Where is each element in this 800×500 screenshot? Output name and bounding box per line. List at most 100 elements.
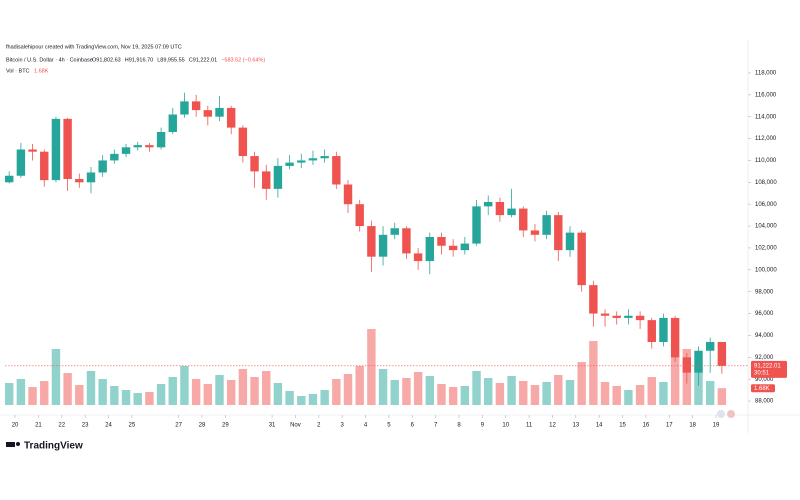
y-tick-label: 88,000 [755,399,774,405]
ohlc-value: −583.52 (−0.64%) [221,57,265,63]
candle-body [110,153,119,161]
countdown: 30:51 [754,370,770,376]
volume-bar [226,380,236,405]
volume-bar [63,373,72,405]
candle-body [413,253,423,262]
candle-body [180,101,189,115]
candle-body [238,127,248,157]
x-tick-label: 27 [175,423,182,429]
volume-value: 1.68K [34,68,49,74]
volume-bar [332,379,341,405]
candle-body [612,315,621,318]
candle-body [226,107,236,128]
volume-bar [110,386,119,405]
volume-bar [203,384,213,405]
volume-bar [448,387,458,405]
candle-body [250,156,259,172]
x-tick-label: 9 [481,423,485,429]
volume-bar [308,394,318,405]
candle-body [378,234,388,257]
volume-bar [600,382,610,405]
candle-body [121,147,131,154]
volume-bar [51,349,61,405]
volume-bar [121,390,131,405]
flag-icon [727,410,735,418]
y-tick-label: 108,000 [755,180,777,186]
y-tick-label: 114,000 [755,114,777,120]
volume-bar [460,386,470,405]
volume-bar [28,387,37,405]
volume-bar [16,379,26,405]
volume-bar [647,377,656,405]
volume-bar [285,391,294,405]
candle-body [635,315,645,321]
x-tick-label: 17 [666,423,673,429]
candle-body [647,320,656,342]
candle-body [203,110,213,117]
candle-body [507,208,516,216]
volume-bar [40,381,49,405]
credit: fhadisalehipour created with TradingView… [6,44,182,50]
volume-bar [670,356,680,405]
candle-body [145,145,154,148]
volume-bar [495,383,505,405]
candle-body [297,160,306,163]
x-tick-label: 18 [689,423,696,429]
candle-body [5,175,14,183]
x-tick-label: 2 [317,423,321,429]
candle-body [367,226,376,257]
candle-body [495,202,505,216]
volume-bar [297,396,306,405]
x-tick-label: 8 [457,423,461,429]
candle-body [86,172,96,183]
volume-bar [659,382,668,405]
volume-bar [180,366,189,405]
volume-bar [215,375,224,405]
volume-bar [133,393,142,405]
volume-bar [273,383,283,405]
candle-body [460,243,470,251]
y-tick-label: 94,000 [755,333,774,339]
candle-body [343,184,353,205]
x-tick-label: 28 [199,423,206,429]
candle-body [437,237,446,246]
volume-bar [191,379,201,405]
volume-bar [577,362,586,405]
candle-body [600,313,610,316]
y-tick-label: 106,000 [755,202,777,208]
volume-bar [343,374,353,405]
x-tick-label: 24 [105,423,112,429]
x-tick-label: 5 [387,423,391,429]
ohlc-value: H91,916.70 [125,57,153,63]
candle-body [705,342,715,351]
volume-bar [612,386,621,405]
volume-bar [554,375,563,405]
ohlc-value: C91,222.01 [189,57,217,63]
volume-bar [413,372,423,405]
candle-body [565,232,575,251]
volume-bar [156,384,166,405]
volume-bar [565,380,575,405]
y-tick-label: 102,000 [755,246,777,252]
x-tick-label: 12 [549,423,556,429]
candle-body [98,160,107,173]
y-tick-label: 90,000 [755,377,774,383]
x-tick-label: 20 [12,423,19,429]
candle-body [355,204,364,227]
volume-bar [437,384,446,405]
y-tick-label: 100,000 [755,267,777,273]
brand: TradingView [24,441,83,452]
volume-bars [5,329,727,405]
volume-bar [390,380,399,405]
x-tick-label: 15 [619,423,626,429]
y-tick-label: 96,000 [755,311,774,317]
volume-bar [262,371,271,405]
volume-bar [484,378,493,405]
y-tick-label: 118,000 [755,71,777,77]
x-tick-label: 14 [596,423,603,429]
volume-bar [238,369,248,405]
candle-body [75,179,84,183]
volume-bar [75,385,84,405]
